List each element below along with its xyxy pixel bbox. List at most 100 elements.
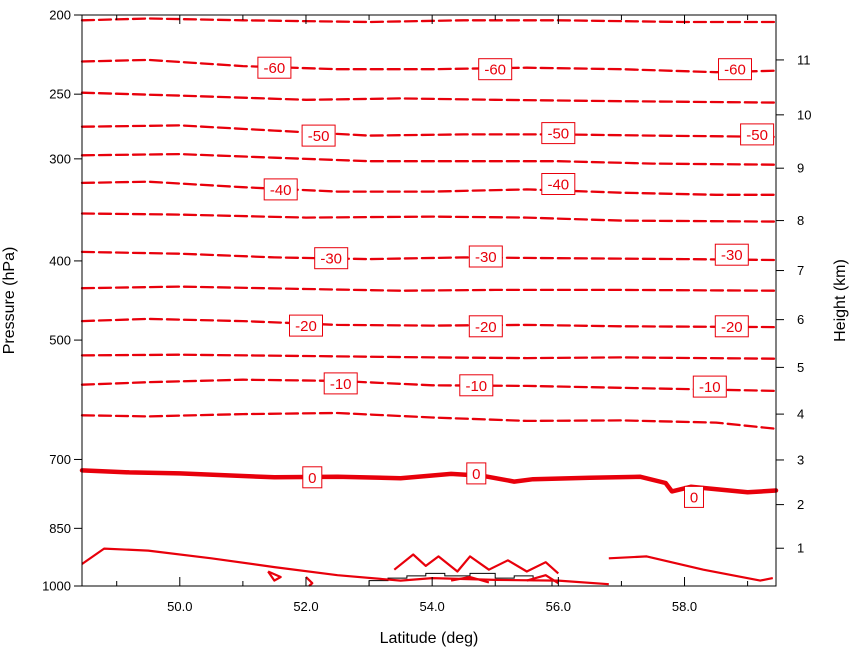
contour-label-text: -40: [270, 182, 292, 199]
contour-label-text: -60: [264, 60, 286, 77]
contour-label-box: [323, 372, 358, 395]
contour-label: -40: [541, 173, 576, 195]
contour-label-box: [478, 58, 513, 81]
contour-label: 0: [302, 466, 323, 489]
contour-label: -30: [714, 243, 749, 266]
contour-line-negative: [80, 317, 778, 329]
contour-label: -60: [478, 58, 513, 81]
contour-line-positive: [393, 553, 560, 575]
contour-label-box: [541, 122, 576, 145]
contour-label-text: -10: [330, 376, 352, 393]
height-tick-label: 2: [797, 497, 804, 512]
contour-label: -10: [692, 375, 727, 398]
height-tick-label: 9: [797, 161, 804, 176]
height-tick-label: 6: [797, 312, 804, 327]
pressure-axis-title: Pressure (hPa): [1, 247, 18, 355]
contour-line-positive: [81, 547, 609, 586]
contour-label-text: 0: [308, 470, 316, 487]
contour-label-text: -50: [746, 127, 768, 144]
contour-label-text: -30: [721, 247, 743, 264]
x-tick-label: 50.0: [167, 599, 192, 614]
contour-label-text: -40: [547, 177, 569, 194]
height-tick-label: 1: [797, 541, 804, 556]
contour-label-box: [468, 245, 503, 268]
contour-lines: [79, 17, 779, 587]
contour-label-box: [289, 314, 323, 337]
contour-label-box: [541, 173, 576, 195]
contour-label-box: [302, 466, 323, 489]
contour-label-text: -30: [320, 251, 342, 268]
contour-label: -50: [541, 122, 576, 145]
contour-label: 0: [466, 462, 487, 485]
terrain-outline: [368, 572, 553, 586]
contour-label-box: [718, 58, 752, 81]
pressure-tick-label: 500: [49, 333, 71, 348]
contour-label-text: -20: [721, 319, 743, 336]
contour-label-text: -20: [475, 319, 497, 336]
contour-label: -10: [323, 372, 358, 395]
contour-label-box: [301, 124, 336, 147]
contour-line-positive: [305, 576, 314, 587]
contour-line-positive: [450, 575, 490, 584]
terrain-step: [368, 572, 553, 586]
contour-line-negative: [80, 17, 778, 24]
contour-label: -20: [714, 315, 749, 338]
contour-label-text: -50: [308, 128, 330, 145]
contour-label: -10: [459, 374, 494, 397]
contour-label-box: [714, 243, 749, 266]
contour-label-text: -10: [465, 378, 487, 395]
contour-label-text: -50: [547, 126, 569, 143]
pressure-tick-label: 700: [49, 452, 71, 467]
contour-label: -60: [718, 58, 752, 81]
contour-label-text: -10: [699, 379, 721, 396]
contour-label-box: [714, 315, 749, 338]
contour-line-negative: [80, 378, 778, 393]
height-tick-label: 5: [797, 360, 804, 375]
contour-line-positive: [526, 574, 559, 585]
contour-label-text: -60: [724, 62, 746, 79]
height-axis: 1 2 3 4 5 6 7 8 9 10 11: [776, 52, 811, 556]
contour-line-zero: [79, 468, 779, 495]
contour-label: -40: [263, 178, 298, 201]
contour-label-text: -30: [475, 249, 497, 266]
pressure-tick-label: 400: [49, 253, 71, 268]
pressure-tick-label: 300: [49, 151, 71, 166]
contour-label-text: -20: [295, 318, 317, 335]
height-tick-label: 8: [797, 213, 804, 228]
contour-label-box: [459, 374, 494, 397]
pressure-tick-label: 250: [49, 87, 71, 102]
contour-line-negative: [80, 91, 778, 104]
contour-line-negative: [80, 250, 778, 262]
contour-line-positive: [608, 555, 774, 582]
pressure-tick-label: 850: [49, 521, 71, 536]
contour-line-negative: [80, 180, 778, 196]
height-axis-title: Height (km): [832, 259, 849, 342]
height-tick-label: 11: [797, 52, 811, 67]
x-tick-label: 54.0: [419, 599, 444, 614]
height-tick-label: 7: [797, 263, 804, 278]
contour-label: -60: [257, 56, 292, 79]
contour-line-negative: [80, 212, 778, 223]
contour-label: -50: [301, 124, 336, 147]
contour-line-negative: [80, 285, 778, 292]
contour-labels: -60 -60 -60 -50 -50 -50 -40 -40 -30 -30 -30 -20 -20 -…: [257, 56, 775, 508]
plot-frame: [81, 14, 777, 587]
x-tick-label: 58.0: [672, 599, 697, 614]
contour-line-negative: [80, 58, 778, 74]
pressure-axis: 200 250 300 400 500 700 850 1000: [42, 8, 82, 594]
contour-line-negative: [80, 411, 778, 430]
contour-label: -20: [468, 315, 503, 338]
contour-label: -30: [314, 247, 349, 270]
contour-line-negative: [80, 124, 778, 139]
x-axis: 50.0 52.0 54.0 56.0 58.0: [116, 15, 749, 614]
x-tick-label: 52.0: [293, 599, 318, 614]
contour-label-box: [466, 462, 487, 485]
contour-label: -50: [740, 123, 775, 146]
x-axis-title: Latitude (deg): [380, 630, 479, 647]
contour-label: -20: [289, 314, 323, 337]
height-tick-label: 4: [797, 407, 804, 422]
height-tick-label: 10: [797, 107, 811, 122]
contour-label-text: -60: [484, 62, 506, 79]
contour-line-negative: [80, 152, 778, 166]
